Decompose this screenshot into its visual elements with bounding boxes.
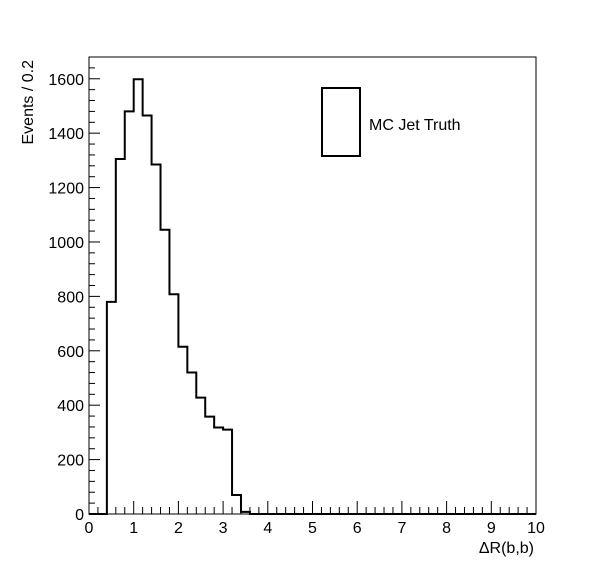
y-axis-ticks: 0 200 400 600 800 1000 1200 1400 1600	[48, 67, 100, 524]
y-tick-label: 400	[57, 398, 84, 415]
y-axis-title: Events / 0.2	[20, 60, 37, 145]
x-tick-label: 4	[263, 520, 272, 537]
x-tick-label: 9	[487, 520, 496, 537]
y-tick-label: 600	[57, 344, 84, 361]
x-tick-label: 5	[308, 520, 317, 537]
y-tick-label: 800	[57, 289, 84, 306]
x-tick-label: 3	[219, 520, 228, 537]
y-tick-label: 1600	[48, 72, 84, 89]
y-tick-label: 1200	[48, 181, 84, 198]
y-tick-label: 200	[57, 453, 84, 470]
x-tick-label: 7	[397, 520, 406, 537]
legend-label: MC Jet Truth	[369, 117, 461, 134]
y-tick-label: 0	[75, 507, 84, 524]
x-axis-ticks: 0 1 2 3 4 5 6 7 8 9 10	[85, 501, 545, 537]
legend-marker	[321, 87, 361, 157]
x-tick-label: 8	[442, 520, 451, 537]
histogram-outline	[89, 78, 536, 515]
plot-frame	[88, 56, 537, 515]
x-tick-label: 10	[527, 520, 545, 537]
x-axis-title: ΔR(b,b)	[479, 540, 534, 557]
legend: MC Jet Truth	[321, 87, 461, 157]
x-tick-label: 0	[85, 520, 94, 537]
x-tick-label: 1	[129, 520, 138, 537]
x-tick-label: 2	[174, 520, 183, 537]
y-tick-label: 1400	[48, 126, 84, 143]
x-tick-label: 6	[353, 520, 362, 537]
y-tick-label: 1000	[48, 235, 84, 252]
